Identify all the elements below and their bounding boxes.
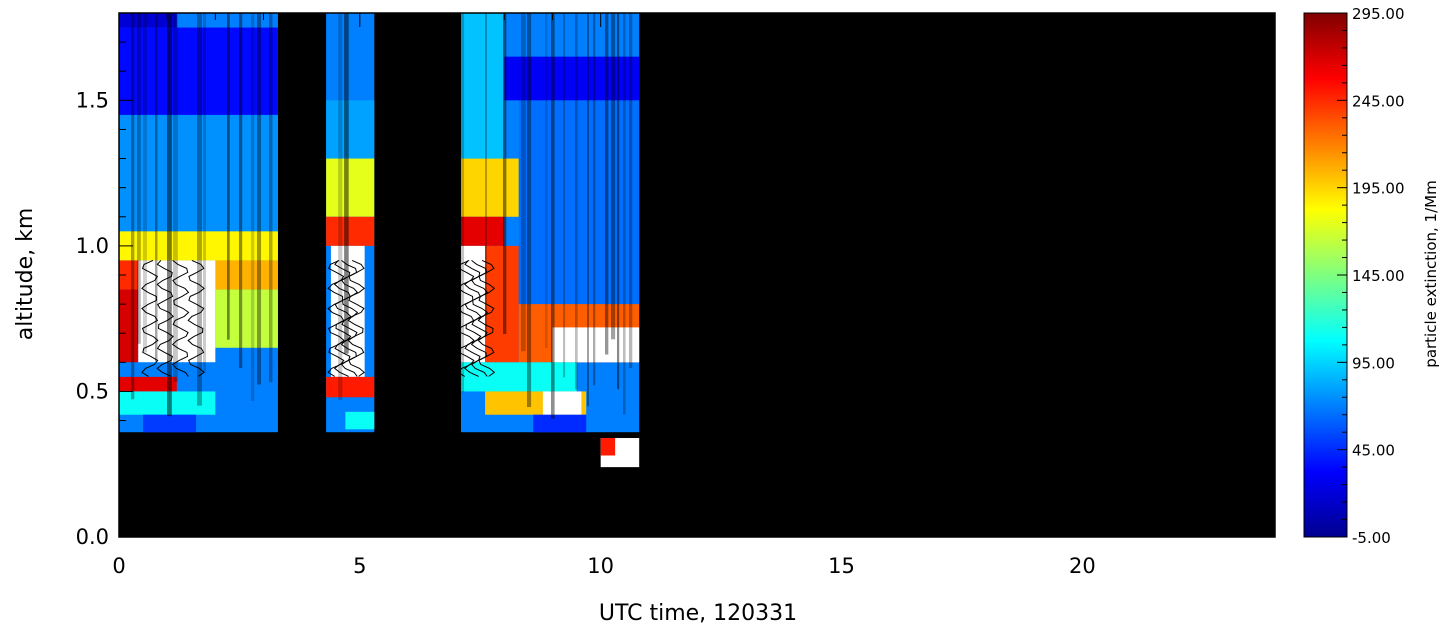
contour-line	[171, 260, 190, 377]
heatmap-cell	[460, 362, 577, 392]
streak	[173, 13, 178, 382]
heatmap-cell	[460, 158, 519, 217]
streak	[167, 13, 172, 417]
x-tick-label: 5	[353, 554, 366, 578]
x-tick-label: 20	[1069, 554, 1096, 578]
heatmap-cell	[326, 376, 375, 398]
heatmap-cell	[600, 438, 616, 456]
colorbar-tick-label: -5.00	[1352, 529, 1391, 547]
heatmap-cell	[119, 13, 177, 28]
streak	[257, 13, 262, 385]
heatmap-cell	[533, 414, 587, 433]
streak	[610, 13, 616, 340]
streak	[251, 13, 255, 402]
heatmap-cell	[119, 376, 177, 392]
streak	[239, 13, 243, 368]
streak	[143, 13, 147, 353]
colorbar-tick-label: 45.00	[1352, 442, 1395, 460]
streak	[338, 13, 343, 400]
streak	[628, 13, 633, 369]
heatmap-cell	[460, 216, 505, 246]
heatmap-cell	[119, 391, 216, 415]
streak	[203, 13, 206, 373]
streak	[574, 13, 578, 390]
streak	[137, 13, 141, 344]
heatmap-cell	[518, 100, 640, 305]
x-axis-label: UTC time, 120331	[599, 601, 797, 626]
heatmap-cell	[485, 245, 519, 363]
heatmap-cell	[345, 411, 375, 430]
contour-line	[141, 259, 159, 377]
streak	[484, 13, 488, 338]
streak	[616, 13, 620, 390]
streak	[592, 13, 596, 386]
streak	[604, 13, 609, 355]
heatmap-cell	[326, 158, 375, 217]
streak	[344, 13, 349, 354]
x-tick-label: 0	[112, 554, 125, 578]
x-axis: 0 5 10 15 20	[112, 13, 1276, 578]
colorbar-tick-label: 195.00	[1352, 180, 1405, 198]
streak	[622, 13, 626, 415]
colorbar: 295.00 245.00 195.00 145.00 95.00 45.00 -5.00	[1303, 5, 1405, 547]
heatmap-cell	[460, 13, 505, 159]
heatmap-cell	[119, 289, 139, 363]
colorbar-label: particle extinction, 1/Mm	[1422, 180, 1440, 367]
colorbar-tick-label: 295.00	[1352, 5, 1405, 23]
colorbar-tick-label: 95.00	[1352, 354, 1395, 372]
heatmap-cell	[326, 216, 375, 246]
x-tick-label: 10	[587, 554, 614, 578]
x-tick-label: 15	[828, 554, 855, 578]
heatmap-cell	[143, 414, 197, 433]
streak	[520, 13, 526, 352]
streak	[544, 13, 548, 349]
streak	[502, 13, 507, 335]
streak	[131, 13, 135, 400]
streak-texture	[131, 13, 633, 419]
streak	[526, 13, 532, 408]
y-tick-label: 0.5	[76, 379, 109, 403]
plot-background	[119, 13, 1275, 537]
heatmap-cell	[119, 27, 278, 115]
y-axis-label: altitude, km	[13, 208, 38, 341]
contour-line	[347, 259, 366, 377]
contour-line	[187, 259, 205, 377]
y-tick-label: 1.5	[76, 88, 109, 112]
streak	[586, 13, 589, 407]
heatmap-cell	[542, 391, 582, 415]
streak	[460, 13, 465, 393]
colorbar-tick-label: 145.00	[1352, 267, 1405, 285]
heatmap-cell	[326, 100, 375, 159]
streak	[227, 13, 230, 340]
streak	[562, 13, 566, 378]
plot-area	[118, 12, 1276, 538]
contour-line	[156, 260, 174, 377]
contour-lines	[141, 259, 496, 377]
streak	[197, 13, 202, 406]
heatmap-cell	[215, 289, 278, 348]
y-tick-label: 0.0	[76, 525, 109, 549]
y-axis: 0.0 0.5 1.0 1.5	[76, 12, 1275, 549]
streak	[269, 13, 273, 383]
streak	[550, 13, 555, 419]
colorbar-tick-label: 245.00	[1352, 92, 1405, 110]
heatmap-cell	[552, 327, 640, 363]
y-tick-label: 1.0	[76, 234, 109, 258]
heatmap-cell	[119, 114, 278, 232]
heatmap-cell	[504, 56, 640, 101]
streak	[155, 13, 158, 362]
heatmap-cell	[119, 362, 278, 377]
contour-line	[477, 259, 496, 377]
heatmap-cell	[119, 231, 278, 261]
